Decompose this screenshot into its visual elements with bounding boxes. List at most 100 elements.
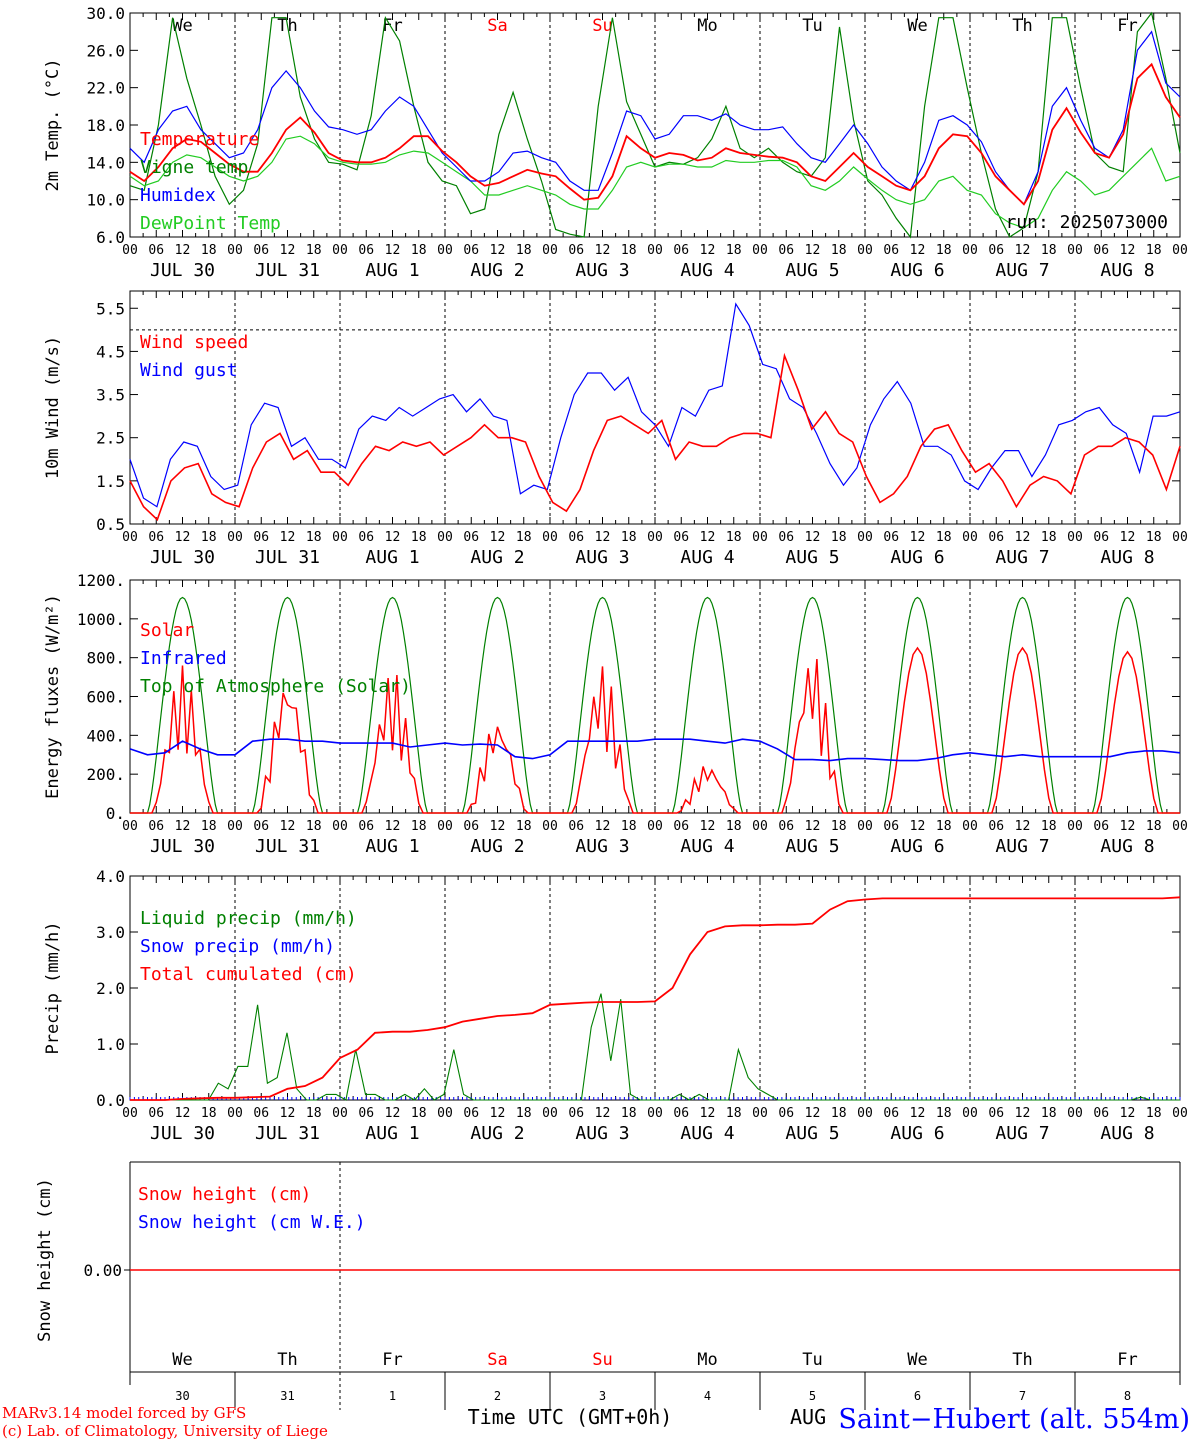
hour-tick-label: 06 [778,819,794,834]
hour-tick-label: 00 [752,243,768,258]
date-label: JUL 30 [150,1123,215,1144]
date-label: JUL 31 [255,1123,320,1144]
station-title: Saint−Hubert (alt. 554m) [838,1404,1190,1435]
hour-tick-label: 00 [542,819,558,834]
date-label: AUG 8 [1100,547,1154,568]
y-tick-label: 3.5 [96,386,125,405]
precip-panel: 0.0 1.0 2.0 3.0 4.0 Precip (mm/h) Liquid preci… [43,867,1188,1144]
hour-tick-label: 06 [358,243,374,258]
hour-tick-label: 12 [1120,243,1136,258]
hour-tick-label: 18 [516,1106,532,1121]
hour-tick-label: 06 [568,530,584,545]
hour-tick-label: 00 [1172,1106,1188,1121]
hour-tick-label: 18 [621,819,637,834]
day-name-label: Su [592,16,612,36]
hour-tick-label: 18 [726,243,742,258]
hour-tick-label: 18 [936,530,952,545]
hour-tick-label: 00 [542,243,558,258]
hour-tick-label: 06 [148,819,164,834]
hour-tick-label: 12 [1015,1106,1031,1121]
legend-entry: Wind gust [140,360,238,381]
day-number-label: 1 [389,1389,396,1403]
hour-tick-label: 18 [1146,1106,1162,1121]
day-number-label: 7 [1019,1389,1026,1403]
y-tick-label: 4.5 [96,342,125,361]
hour-tick-label: 12 [700,1106,716,1121]
hour-tick-label: 00 [1172,530,1188,545]
liquid-precip-line [130,993,1180,1101]
hour-tick-label: 06 [358,1106,374,1121]
hour-tick-label: 00 [962,530,978,545]
y-tick-label: 3.0 [96,923,125,942]
hour-tick-label: 12 [700,530,716,545]
hour-tick-label: 18 [201,243,217,258]
hour-tick-label: 06 [148,530,164,545]
y-tick-label: 200. [86,765,125,784]
date-label: AUG 6 [890,836,944,857]
hour-tick-label: 06 [463,530,479,545]
hour-tick-label: 06 [253,243,269,258]
hour-tick-label: 18 [201,1106,217,1121]
hour-tick-label: 00 [1172,819,1188,834]
hour-tick-label: 06 [568,819,584,834]
hour-tick-label: 00 [122,819,138,834]
hour-tick-label: 12 [280,819,296,834]
hour-tick-label: 18 [306,243,322,258]
hour-tick-label: 18 [831,819,847,834]
hour-tick-label: 06 [148,243,164,258]
date-label: AUG 1 [365,836,419,857]
date-label: AUG 4 [680,260,734,281]
day-name-label: Mo [697,1350,717,1370]
hour-tick-label: 18 [516,243,532,258]
day-name-label: Tu [802,1350,822,1370]
date-label: AUG 5 [785,260,839,281]
hour-tick-label: 12 [280,530,296,545]
legend-entry: Liquid precip (mm/h) [140,908,357,929]
date-label: AUG 7 [995,836,1049,857]
hour-tick-label: 00 [332,819,348,834]
day-number-label: 31 [280,1389,294,1403]
hour-tick-label: 00 [1172,243,1188,258]
hour-tick-label: 00 [962,243,978,258]
hour-tick-label: 12 [490,530,506,545]
date-label: AUG 7 [995,260,1049,281]
y-tick-label: 0. [106,804,125,823]
day-name-label: Tu [802,16,822,36]
day-name-label: We [907,1350,927,1370]
hour-tick-label: 00 [227,819,243,834]
legend-entry: Snow height (cm) [138,1184,311,1205]
date-label: JUL 30 [150,836,215,857]
hour-tick-label: 06 [463,819,479,834]
day-name-label: Th [277,1350,297,1370]
hour-tick-label: 18 [1041,819,1057,834]
hour-tick-label: 12 [910,819,926,834]
y-tick-label: 30.0 [86,4,125,23]
date-label: AUG 5 [785,1123,839,1144]
series-line-1 [129,302,1181,508]
hour-tick-label: 06 [883,530,899,545]
date-label: AUG 2 [470,547,524,568]
y-tick-label: 600. [86,688,125,707]
hour-tick-label: 18 [936,1106,952,1121]
day-name-label: Sa [487,16,507,36]
hour-tick-label: 00 [227,243,243,258]
date-label: JUL 31 [255,260,320,281]
date-label: JUL 30 [150,260,215,281]
hour-tick-label: 06 [1093,1106,1109,1121]
date-label: AUG 1 [365,1123,419,1144]
temperature-panel: We Th Fr Sa Su Mo Tu We Th Fr6.010.014.018.022.02… [43,4,1188,281]
y-axis-title: Precip (mm/h) [43,921,63,1054]
hour-tick-label: 12 [385,819,401,834]
hour-tick-label: 12 [805,530,821,545]
day-number-label: 5 [809,1389,816,1403]
hour-tick-label: 18 [1041,1106,1057,1121]
date-label: AUG 6 [890,547,944,568]
cumulated-precip-line [130,896,1181,1101]
legend-entry: Snow height (cm W.E.) [138,1212,366,1233]
hour-tick-label: 00 [1067,819,1083,834]
run-label: run: 2025073000 [1005,212,1168,233]
hour-tick-label: 06 [988,1106,1004,1121]
legend-entry: DewPoint Temp [140,213,281,234]
y-tick-label: 0.5 [96,515,125,534]
hour-tick-label: 12 [700,243,716,258]
